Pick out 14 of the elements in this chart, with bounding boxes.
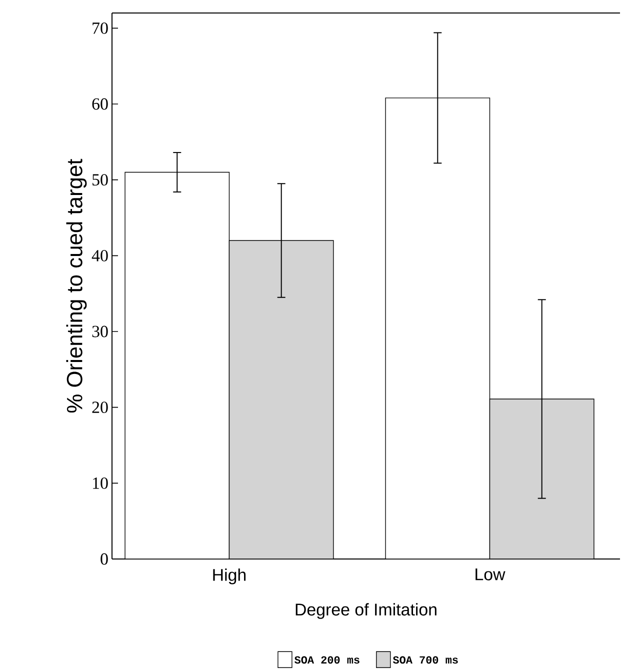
legend-label: SOA 700 ms	[392, 656, 458, 664]
y-tick-label: 0	[100, 553, 108, 565]
x-tick-label: High	[213, 568, 246, 584]
y-tick-label: 40	[92, 250, 108, 262]
x-tick-label: Low	[476, 568, 506, 580]
y-tick-label: 60	[92, 98, 108, 110]
y-tick-label: 20	[92, 402, 108, 414]
y-tick-label: 70	[92, 22, 108, 34]
y-tick-label: 30	[92, 326, 108, 338]
y-axis-title: % Orienting to cued target	[66, 158, 87, 413]
legend-label: SOA 200 ms	[294, 656, 360, 664]
y-tick-label: 10	[93, 477, 108, 489]
y-tick-label: 50	[92, 174, 108, 186]
x-axis-title: Degree of Imitation	[296, 603, 436, 619]
